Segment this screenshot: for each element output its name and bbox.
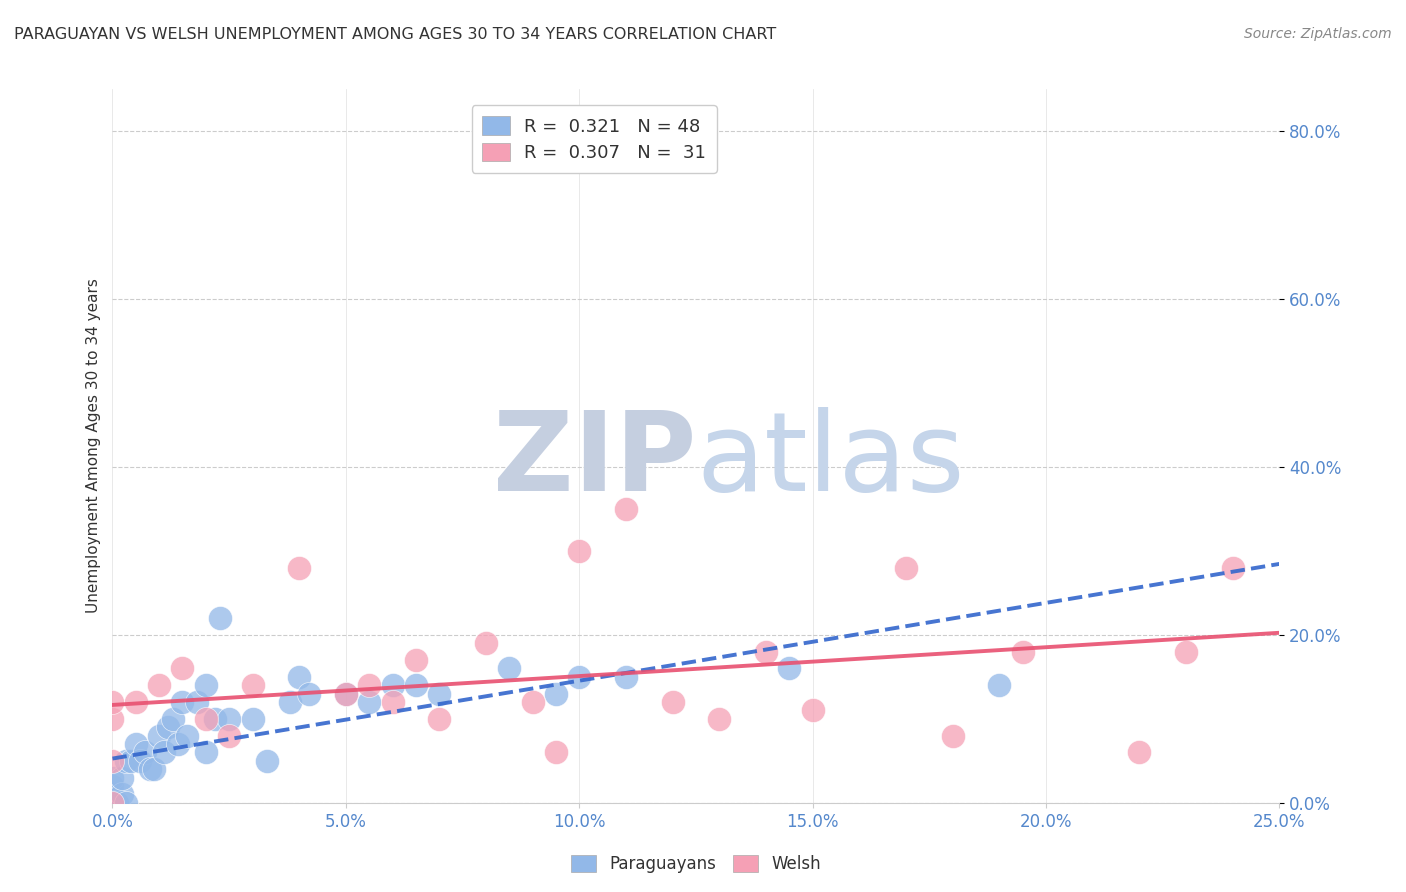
Point bbox=[709, 712, 731, 726]
Point bbox=[194, 678, 217, 692]
Point bbox=[204, 712, 226, 726]
Point bbox=[614, 670, 637, 684]
Point bbox=[101, 779, 124, 793]
Point bbox=[475, 636, 498, 650]
Point bbox=[1128, 746, 1150, 760]
Point bbox=[101, 796, 124, 810]
Point bbox=[218, 712, 240, 726]
Point bbox=[522, 695, 544, 709]
Point bbox=[1011, 645, 1033, 659]
Point bbox=[105, 796, 128, 810]
Point bbox=[801, 703, 824, 717]
Point bbox=[942, 729, 965, 743]
Point bbox=[148, 678, 170, 692]
Point bbox=[162, 712, 184, 726]
Text: Source: ZipAtlas.com: Source: ZipAtlas.com bbox=[1244, 27, 1392, 41]
Y-axis label: Unemployment Among Ages 30 to 34 years: Unemployment Among Ages 30 to 34 years bbox=[86, 278, 101, 614]
Text: PARAGUAYAN VS WELSH UNEMPLOYMENT AMONG AGES 30 TO 34 YEARS CORRELATION CHART: PARAGUAYAN VS WELSH UNEMPLOYMENT AMONG A… bbox=[14, 27, 776, 42]
Point bbox=[208, 611, 231, 625]
Point bbox=[194, 746, 217, 760]
Point bbox=[544, 746, 567, 760]
Point bbox=[101, 796, 124, 810]
Point bbox=[176, 729, 198, 743]
Point bbox=[359, 695, 381, 709]
Point bbox=[614, 502, 637, 516]
Point bbox=[101, 796, 124, 810]
Point bbox=[242, 678, 264, 692]
Point bbox=[427, 712, 450, 726]
Point bbox=[381, 678, 404, 692]
Point bbox=[359, 678, 381, 692]
Point bbox=[186, 695, 208, 709]
Point bbox=[1175, 645, 1198, 659]
Point bbox=[157, 720, 180, 734]
Point bbox=[101, 712, 124, 726]
Point bbox=[101, 788, 124, 802]
Point bbox=[129, 754, 152, 768]
Point bbox=[101, 796, 124, 810]
Point bbox=[755, 645, 778, 659]
Point bbox=[125, 695, 148, 709]
Point bbox=[166, 737, 188, 751]
Point bbox=[405, 678, 427, 692]
Point bbox=[335, 687, 357, 701]
Point bbox=[218, 729, 240, 743]
Point bbox=[1222, 560, 1244, 574]
Point bbox=[544, 687, 567, 701]
Point bbox=[139, 762, 162, 776]
Point bbox=[381, 695, 404, 709]
Point bbox=[120, 754, 142, 768]
Point bbox=[278, 695, 301, 709]
Point bbox=[427, 687, 450, 701]
Legend: Paraguayans, Welsh: Paraguayans, Welsh bbox=[564, 848, 828, 880]
Point bbox=[335, 687, 357, 701]
Point bbox=[256, 754, 278, 768]
Point bbox=[405, 653, 427, 667]
Point bbox=[988, 678, 1011, 692]
Point bbox=[143, 762, 166, 776]
Point bbox=[661, 695, 683, 709]
Point bbox=[778, 661, 800, 675]
Point bbox=[894, 560, 917, 574]
Point bbox=[568, 544, 591, 558]
Point bbox=[101, 796, 124, 810]
Point bbox=[153, 746, 176, 760]
Point bbox=[125, 737, 148, 751]
Point bbox=[111, 771, 134, 785]
Point bbox=[115, 754, 138, 768]
Point bbox=[288, 560, 311, 574]
Point bbox=[297, 687, 319, 701]
Point bbox=[288, 670, 311, 684]
Point bbox=[101, 695, 124, 709]
Point bbox=[498, 661, 520, 675]
Point bbox=[111, 788, 134, 802]
Point bbox=[172, 695, 194, 709]
Text: atlas: atlas bbox=[696, 407, 965, 514]
Point bbox=[105, 796, 128, 810]
Point bbox=[568, 670, 591, 684]
Point bbox=[134, 746, 156, 760]
Point bbox=[242, 712, 264, 726]
Point bbox=[148, 729, 170, 743]
Point bbox=[194, 712, 217, 726]
Point bbox=[115, 796, 138, 810]
Point bbox=[172, 661, 194, 675]
Point bbox=[101, 771, 124, 785]
Text: ZIP: ZIP bbox=[492, 407, 696, 514]
Point bbox=[101, 754, 124, 768]
